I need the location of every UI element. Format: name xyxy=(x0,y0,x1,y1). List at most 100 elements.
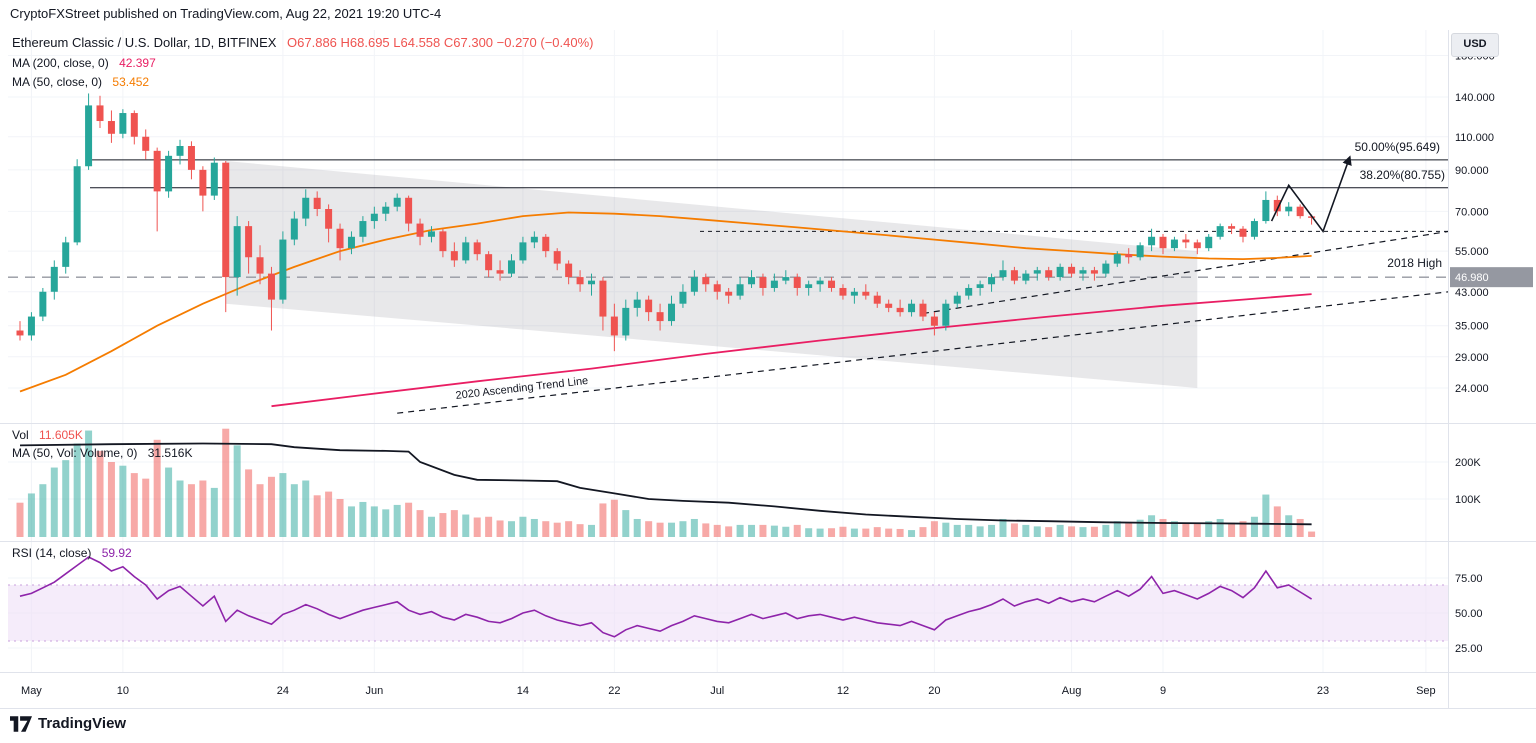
candle-body xyxy=(885,303,893,308)
volume-bar xyxy=(599,503,607,537)
candles xyxy=(16,93,1316,352)
volume-bar xyxy=(1250,516,1258,537)
volume-bar xyxy=(187,484,195,537)
time-tick-label: 14 xyxy=(517,685,529,697)
candle-body xyxy=(73,166,81,243)
price-line-badge xyxy=(1450,267,1533,288)
volume-bar xyxy=(507,521,515,537)
volume-bar xyxy=(999,518,1007,537)
candle-body xyxy=(245,226,253,258)
candle-body xyxy=(588,280,595,285)
candle-body xyxy=(50,266,58,292)
rsi-panel[interactable] xyxy=(8,556,1448,642)
volume-bar xyxy=(828,528,836,537)
candle-body xyxy=(233,226,241,278)
candle-body xyxy=(702,277,710,285)
candle-body xyxy=(427,231,435,237)
volume-bar xyxy=(450,510,458,537)
rsi-line xyxy=(19,556,1313,638)
brand-name: TradingView xyxy=(38,715,127,732)
time-tick-label: 9 xyxy=(1160,685,1166,697)
high-2018-label[interactable]: 2018 High xyxy=(1387,256,1442,270)
price-line-badge-label: 46.980 xyxy=(1455,272,1489,284)
rsi-label[interactable]: RSI (14, close) xyxy=(12,546,92,560)
candle-body xyxy=(256,257,264,274)
volume-bar xyxy=(656,522,664,537)
candle-body xyxy=(336,228,344,249)
time-tick-label: 23 xyxy=(1317,685,1329,697)
candle-body xyxy=(930,316,938,326)
price-tick-label: 110.000 xyxy=(1455,132,1494,144)
candle-body xyxy=(359,221,367,237)
candle-body xyxy=(725,291,733,296)
volume-bar xyxy=(302,480,310,537)
volume-bar xyxy=(199,480,207,537)
candle-body xyxy=(1113,254,1121,264)
candle-body xyxy=(1193,242,1201,249)
fib-50-label[interactable]: 50.00%(95.649) xyxy=(1354,140,1440,154)
volume-bar xyxy=(142,478,150,537)
volume-panel[interactable] xyxy=(16,428,1316,537)
volume-bar xyxy=(736,524,744,537)
volume-bar xyxy=(427,516,435,537)
candle-body xyxy=(862,291,870,296)
volume-bar xyxy=(1308,531,1316,537)
candle-body xyxy=(953,295,961,304)
tradingview-logo[interactable]: TradingView xyxy=(10,715,126,734)
candle-body xyxy=(999,270,1007,278)
volume-bar xyxy=(1296,518,1304,537)
volume-bar xyxy=(530,518,538,537)
ma200-label[interactable]: MA (200, close, 0) xyxy=(12,56,109,70)
price-axis[interactable] xyxy=(1449,30,1536,708)
time-axis[interactable] xyxy=(0,673,1448,708)
volume-bar xyxy=(1285,515,1293,537)
2020-ascending-trend-line-line[interactable] xyxy=(397,291,1449,414)
currency-badge[interactable]: USD xyxy=(1451,33,1499,57)
candle-body xyxy=(473,242,481,255)
rsi-tick-label: 50.00 xyxy=(1455,608,1483,620)
volume-bar xyxy=(542,521,550,537)
volume-bar xyxy=(1216,518,1224,537)
projection-arrow[interactable] xyxy=(1270,155,1352,234)
volume-label[interactable]: Vol xyxy=(12,428,29,442)
price-tick-label: 24.000 xyxy=(1455,383,1489,395)
price-tick-label: 43.000 xyxy=(1455,287,1489,299)
time-tick-label: 24 xyxy=(277,685,289,697)
candle-body xyxy=(668,303,676,322)
volume-bar xyxy=(245,469,253,537)
price-tick-label: 35.000 xyxy=(1455,321,1489,333)
attribution-text: CryptoFXStreet published on TradingView.… xyxy=(10,6,442,21)
ma50-label[interactable]: MA (50, close, 0) xyxy=(12,75,103,89)
volume-bar xyxy=(1239,521,1247,537)
volume-bar xyxy=(930,521,938,537)
volume-bar xyxy=(908,530,916,537)
volume-bar xyxy=(565,521,573,537)
volume-bar xyxy=(73,443,81,537)
candle-body xyxy=(313,197,321,210)
fib-382-label[interactable]: 38.20%(80.755) xyxy=(1359,168,1445,182)
symbol-title[interactable]: Ethereum Classic / U.S. Dollar, 1D, BITF… xyxy=(12,35,277,50)
price-channel[interactable] xyxy=(225,160,1198,388)
volume-bar xyxy=(919,527,927,537)
candle-body xyxy=(1216,226,1224,237)
volume-bar xyxy=(233,445,241,537)
volume-bar xyxy=(50,467,58,537)
volume-bar xyxy=(279,473,287,537)
volume-bar xyxy=(965,524,973,537)
short-term-ascending-line[interactable] xyxy=(922,230,1449,315)
candle-body xyxy=(1136,245,1144,258)
axis-labels: 180.000140.000110.00090.00070.00055.0004… xyxy=(21,50,1533,697)
volume-ma-label[interactable]: MA (50, Vol: Volume, 0) xyxy=(12,446,138,460)
candle-body xyxy=(450,251,458,261)
volume-bar xyxy=(290,484,298,537)
volume-bar xyxy=(942,522,950,537)
candle-body xyxy=(1033,270,1041,274)
candle-body xyxy=(1273,199,1281,212)
candle-body xyxy=(267,273,275,300)
candle-body xyxy=(805,284,813,288)
price-panel[interactable] xyxy=(8,93,1449,414)
volume-bar xyxy=(622,510,630,537)
volume-tick-label: 100K xyxy=(1455,494,1481,506)
